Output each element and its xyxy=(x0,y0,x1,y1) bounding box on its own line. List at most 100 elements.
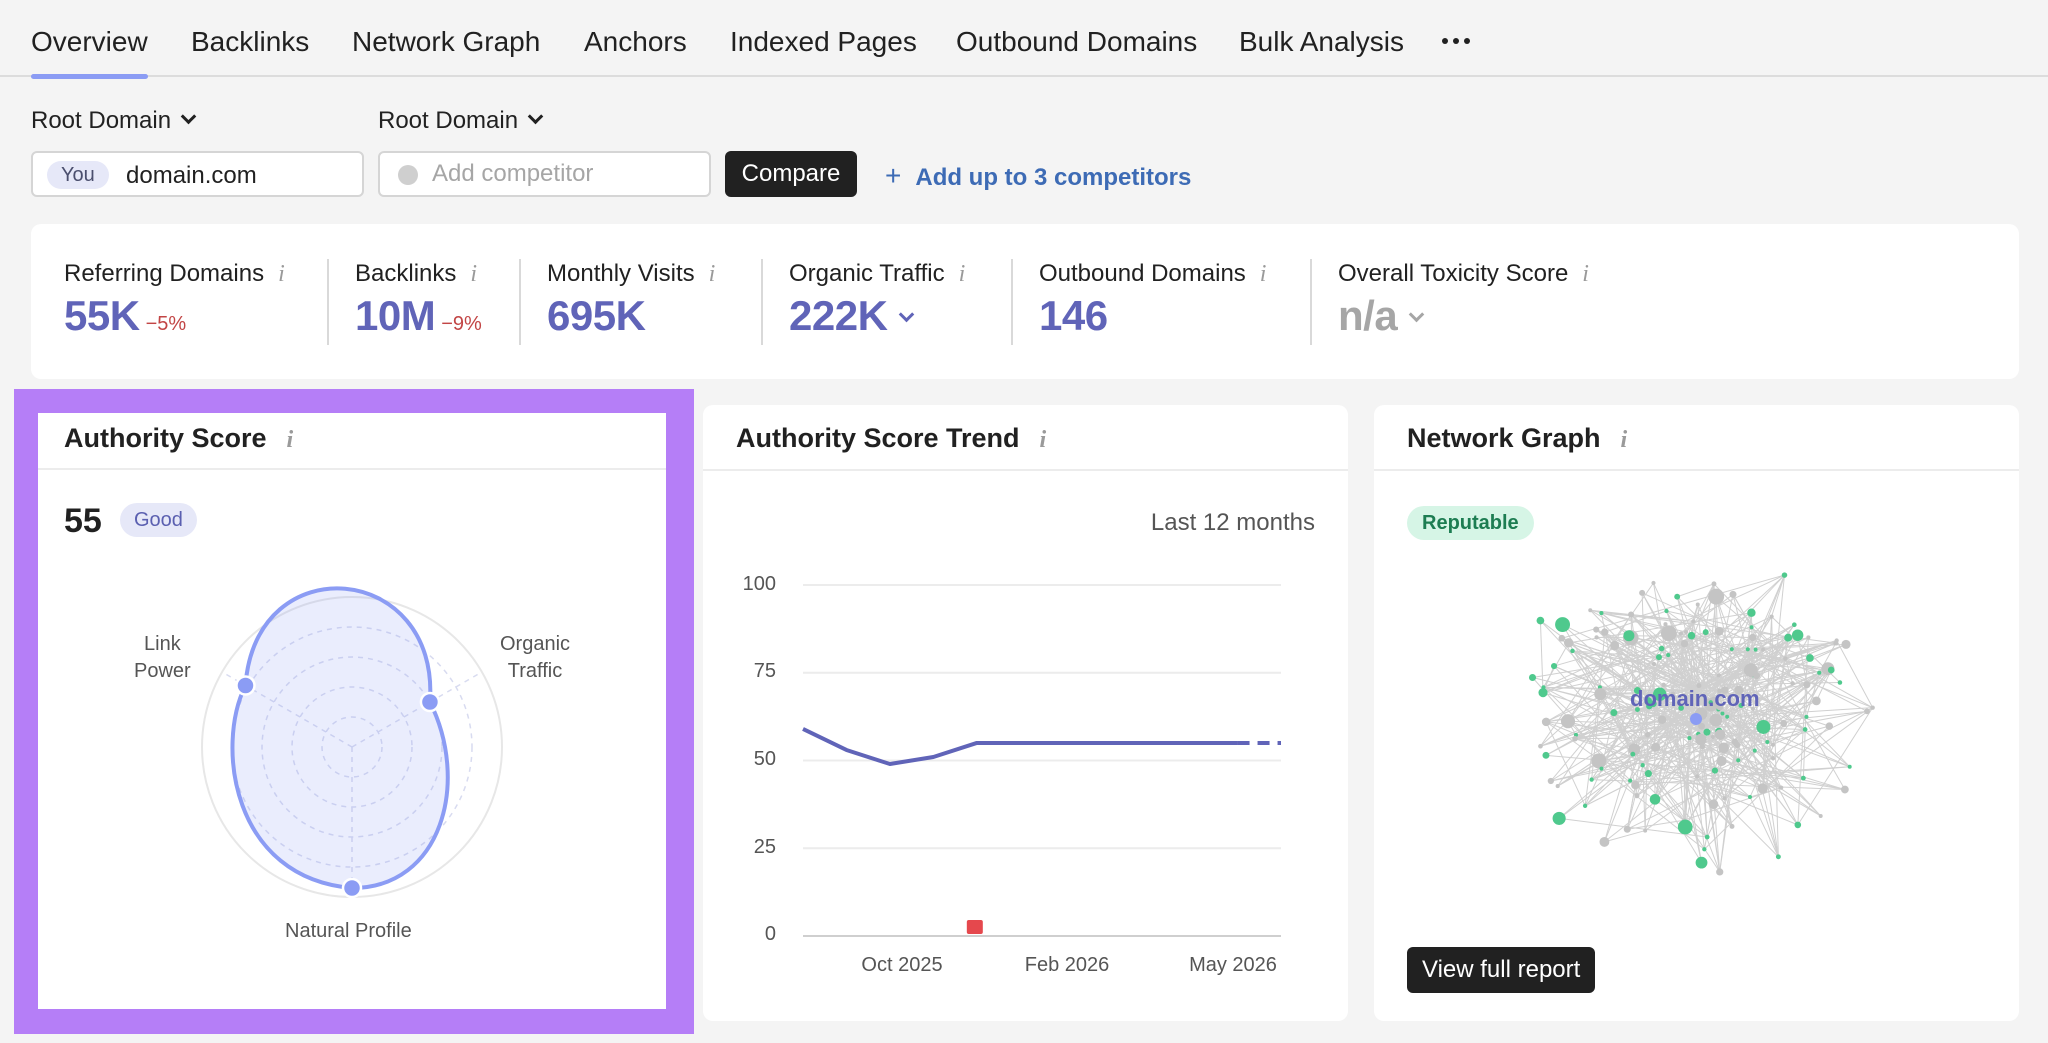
network-edges xyxy=(1532,574,1874,873)
network-node xyxy=(1833,640,1839,646)
network-edge xyxy=(1676,596,1757,677)
network-edge xyxy=(1561,637,1830,727)
tab-bulk-analysis[interactable]: Bulk Analysis xyxy=(1239,26,1404,57)
info-icon[interactable]: i xyxy=(1259,261,1267,287)
metric-label: Monthly Visits xyxy=(547,260,695,287)
network-node xyxy=(1837,680,1843,685)
tab-network-graph[interactable]: Network Graph xyxy=(352,26,541,57)
network-edge xyxy=(1680,594,1734,634)
network-node xyxy=(1695,774,1700,779)
metric-value[interactable]: n/a xyxy=(1338,292,1398,339)
add-competitors-label: Add up to 3 competitors xyxy=(915,164,1192,191)
network-node xyxy=(1714,729,1726,740)
network-node xyxy=(1547,777,1554,785)
network-node xyxy=(1780,719,1788,727)
network-edge xyxy=(1584,649,1764,807)
network-edge xyxy=(1797,707,1874,826)
info-icon[interactable]: i xyxy=(708,261,716,287)
radar-spoke xyxy=(351,671,483,748)
network-edge xyxy=(1693,634,1798,691)
network-edge xyxy=(1710,648,1733,705)
network-node xyxy=(1736,758,1741,763)
network-node xyxy=(1696,683,1702,689)
tab-outbound-domains[interactable]: Outbound Domains xyxy=(956,26,1198,57)
network-node xyxy=(1800,775,1806,781)
network-node xyxy=(1822,668,1827,673)
network-edge xyxy=(1599,686,1650,707)
info-icon[interactable]: i xyxy=(1039,427,1047,453)
network-edge xyxy=(1691,635,1716,771)
info-icon[interactable]: i xyxy=(958,261,966,287)
chevron-down-icon[interactable] xyxy=(899,306,915,323)
network-node xyxy=(1731,738,1739,745)
metric-value[interactable]: 146 xyxy=(1039,292,1108,339)
network-node xyxy=(1841,639,1851,649)
network-node xyxy=(1661,682,1666,688)
tab-indexed-pages[interactable]: Indexed Pages xyxy=(730,26,917,57)
network-edge xyxy=(1715,596,1779,857)
tab-overview[interactable]: Overview xyxy=(31,26,148,79)
network-node xyxy=(1716,702,1724,711)
info-icon[interactable]: i xyxy=(1620,427,1628,453)
network-edge xyxy=(1836,640,1874,708)
network-node xyxy=(1729,647,1734,652)
network-node xyxy=(1806,654,1814,662)
network-node xyxy=(1599,836,1610,847)
network-node xyxy=(1628,611,1635,618)
network-node xyxy=(1550,662,1558,670)
info-icon[interactable]: i xyxy=(278,261,285,287)
add-competitors-link[interactable]: + Add up to 3 competitors xyxy=(885,160,1191,192)
y-tick-label: 25 xyxy=(753,836,776,858)
network-edge xyxy=(1667,654,1695,691)
competitor-input[interactable] xyxy=(432,157,682,191)
network-edge xyxy=(1680,633,1686,828)
network-edge xyxy=(1756,642,1837,677)
network-edge xyxy=(1542,631,1687,694)
metric-value[interactable]: 55K xyxy=(64,292,140,339)
network-edge xyxy=(1598,741,1736,762)
root-domain-dropdown[interactable]: Root Domain xyxy=(31,107,197,135)
competitor-root-domain-dropdown[interactable]: Root Domain xyxy=(378,107,544,135)
metric-value[interactable]: 222K xyxy=(789,292,888,339)
network-node xyxy=(1847,764,1852,769)
info-icon[interactable]: i xyxy=(1582,261,1589,287)
network-edge xyxy=(1648,700,1742,706)
metric-value[interactable]: 695K xyxy=(547,292,646,339)
network-center-label: domain.com xyxy=(1630,686,1760,711)
info-icon[interactable]: i xyxy=(470,261,478,287)
network-edge xyxy=(1572,650,1695,691)
compare-button[interactable]: Compare xyxy=(725,151,857,197)
metric-value[interactable]: 10M xyxy=(355,292,436,339)
competitor-field[interactable] xyxy=(378,151,711,197)
your-domain-field[interactable]: You domain.com xyxy=(31,151,364,197)
flag-marker xyxy=(966,920,983,934)
network-edge xyxy=(1584,746,1703,807)
tab-anchors[interactable]: Anchors xyxy=(584,26,687,57)
you-badge: You xyxy=(47,161,109,189)
info-icon[interactable]: i xyxy=(286,427,294,453)
network-edge xyxy=(1599,693,1634,755)
radar-point-link-power xyxy=(235,675,256,696)
network-node xyxy=(1870,705,1875,710)
network-node xyxy=(1804,714,1809,719)
chevron-down-icon[interactable] xyxy=(1408,306,1425,323)
network-node xyxy=(1698,722,1705,730)
network-edge xyxy=(1598,760,1751,798)
view-full-report-button[interactable]: View full report xyxy=(1407,947,1596,993)
network-edge xyxy=(1724,750,1756,799)
network-edge xyxy=(1630,614,1721,707)
network-edge xyxy=(1668,634,1798,656)
radar-area xyxy=(230,586,450,891)
more-horizontal-icon[interactable] xyxy=(1442,36,1472,46)
network-node xyxy=(1536,616,1545,625)
tab-backlinks[interactable]: Backlinks xyxy=(191,26,310,57)
network-edge xyxy=(1647,710,1868,736)
network-node xyxy=(1599,766,1604,771)
trend-line-chart xyxy=(802,584,1281,937)
network-edge xyxy=(1542,692,1724,749)
network-edge xyxy=(1749,796,1779,857)
network-graph[interactable] xyxy=(1374,405,2019,1021)
network-edge xyxy=(1632,753,1845,791)
network-edge xyxy=(1572,650,1714,738)
network-node xyxy=(1658,645,1665,652)
